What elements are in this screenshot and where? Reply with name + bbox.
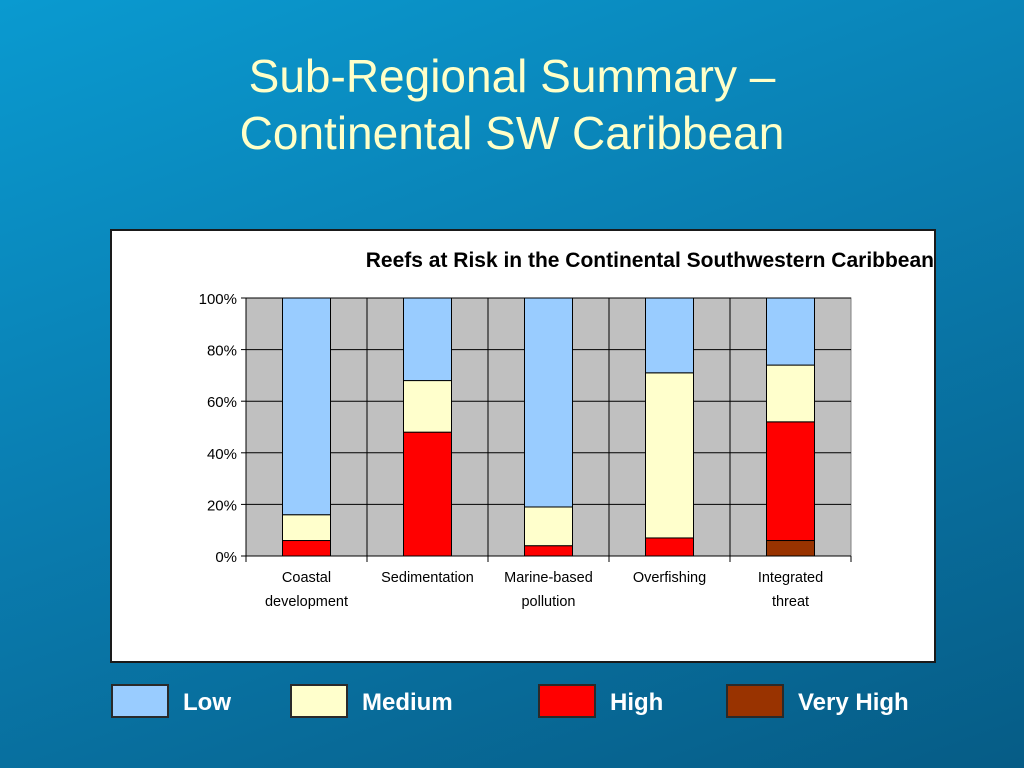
y-tick-label: 20% xyxy=(207,497,237,514)
x-tick-label: Sedimentation xyxy=(381,570,474,586)
legend-label-medium: Medium xyxy=(362,689,453,716)
y-tick-label: 0% xyxy=(215,549,237,566)
x-tick-label: Coastal xyxy=(282,570,331,586)
slide-title: Sub-Regional Summary – Continental SW Ca… xyxy=(0,48,1024,162)
x-tick-label: threat xyxy=(772,594,809,610)
slide-title-line-1: Sub-Regional Summary – xyxy=(248,50,776,102)
chart-panel: Reefs at Risk in the Continental Southwe… xyxy=(110,229,936,663)
legend-swatch-high xyxy=(538,684,596,718)
bar-segment-medium xyxy=(645,372,694,539)
bar-segment-medium xyxy=(403,380,452,433)
legend-label-low: Low xyxy=(183,689,231,716)
chart-title: Reefs at Risk in the Continental Southwe… xyxy=(365,249,934,272)
bar-segment-low xyxy=(524,297,573,508)
bar-segment-low xyxy=(403,297,452,382)
bar-segment-high xyxy=(766,421,815,542)
x-tick-label: Overfishing xyxy=(633,570,706,586)
stacked-bar-chart: 0% 20% 40% 60% 80% 100% Coastal development Sedi… xyxy=(199,291,852,610)
legend-label-high: High xyxy=(610,689,664,716)
y-tick-label: 80% xyxy=(207,343,237,360)
slide-title-line-2: Continental SW Caribbean xyxy=(239,107,785,159)
bar-segment-medium xyxy=(282,514,331,542)
y-tick-label: 60% xyxy=(207,394,237,411)
x-tick-label: development xyxy=(265,594,348,610)
legend-swatch-very-high xyxy=(726,684,784,718)
legend-swatch-low xyxy=(111,684,169,718)
x-tick-label: Marine-based xyxy=(504,570,593,586)
x-tick-label: pollution xyxy=(521,594,575,610)
y-tick-label: 100% xyxy=(199,291,237,308)
bar-segment-high xyxy=(645,537,694,557)
bar-segment-low xyxy=(766,297,815,366)
bar-segment-high xyxy=(282,540,331,557)
bar-segment-medium xyxy=(766,364,815,423)
y-tick-label: 40% xyxy=(207,446,237,463)
legend-label-very-high: Very High xyxy=(798,689,909,716)
bar-segment-high xyxy=(403,431,452,557)
bar-segment-medium xyxy=(524,506,573,547)
legend: Low Medium High Very High xyxy=(0,684,1024,724)
bar-segment-low xyxy=(282,297,331,516)
legend-swatch-medium xyxy=(290,684,348,718)
bar-segment-very-high xyxy=(766,540,815,557)
x-tick-label: Integrated xyxy=(758,570,823,586)
bar-segment-low xyxy=(645,297,694,374)
bar-segment-high xyxy=(524,545,573,557)
